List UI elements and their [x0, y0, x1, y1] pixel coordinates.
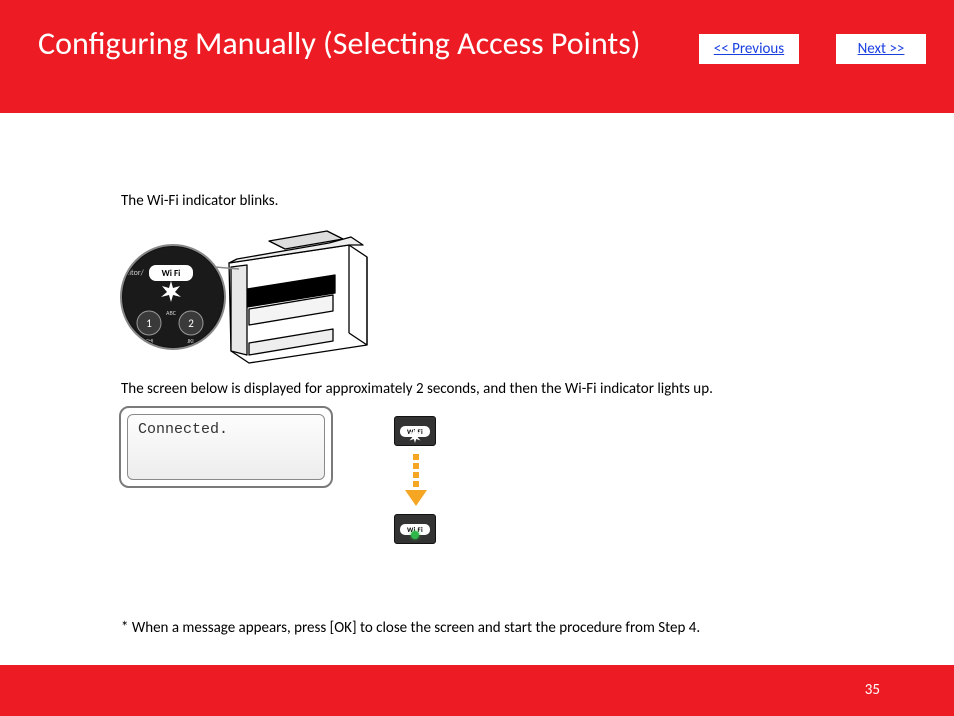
wifi-indicator-states: Wi Fi Wi Fi	[394, 416, 438, 544]
blink-starburst-icon	[408, 429, 422, 443]
instruction-line-1: The Wi-Fi indicator blinks.	[121, 192, 278, 210]
lcd-text: Connected.	[127, 414, 325, 480]
printer-illustration: Wi Fi 1 2 ABC GHI JKL nitor/	[119, 215, 371, 370]
footer-bar: 35	[0, 665, 954, 716]
header-bar: Configuring Manually (Selecting Access P…	[0, 0, 954, 113]
page-number: 35	[865, 681, 880, 699]
wifi-led-icon	[411, 531, 419, 539]
page-root: Configuring Manually (Selecting Access P…	[0, 0, 954, 716]
previous-button[interactable]: << Previous	[699, 34, 799, 64]
wifi-indicator-on: Wi Fi	[394, 514, 436, 544]
arrow-down-icon	[405, 454, 427, 506]
lcd-screen: Connected.	[119, 406, 333, 488]
svg-text:1: 1	[146, 317, 152, 330]
footnote-text: * When a message appears, press [OK] to …	[121, 619, 700, 637]
svg-text:2: 2	[188, 317, 194, 330]
next-button[interactable]: Next >>	[836, 34, 926, 64]
wifi-badge-text: Wi Fi	[162, 268, 181, 279]
content-area: The Wi-Fi indicator blinks.	[0, 113, 954, 665]
instruction-line-2: The screen below is displayed for approx…	[121, 380, 713, 398]
wifi-indicator-blinking: Wi Fi	[394, 416, 436, 446]
page-title: Configuring Manually (Selecting Access P…	[38, 24, 640, 63]
svg-text:ABC: ABC	[166, 309, 177, 317]
